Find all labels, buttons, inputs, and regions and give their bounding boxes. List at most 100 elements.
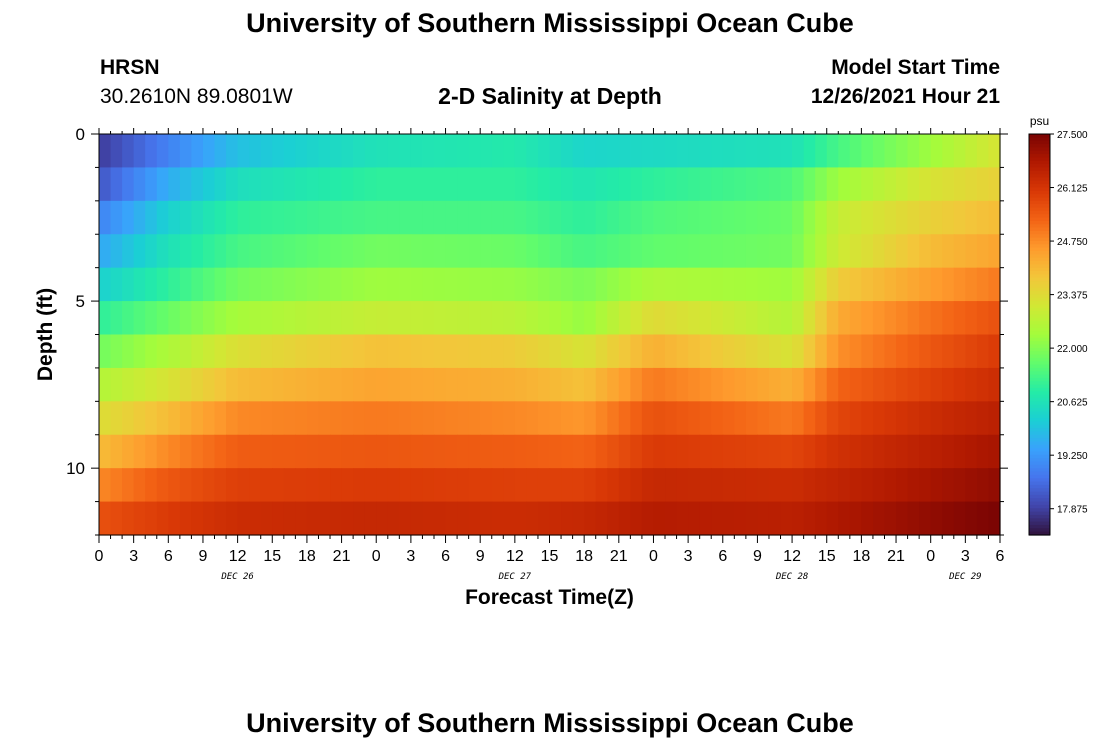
colorbar-segment bbox=[1029, 314, 1050, 319]
heatmap-cell bbox=[503, 200, 516, 235]
x-tick-label: 6 bbox=[718, 548, 727, 565]
colorbar-segment bbox=[1029, 264, 1050, 269]
colorbar-tick-label: 23.375 bbox=[1057, 291, 1088, 302]
heatmap-cell bbox=[110, 434, 123, 469]
heatmap-cell bbox=[376, 468, 389, 503]
heatmap-cell bbox=[618, 234, 631, 269]
heatmap-cell bbox=[399, 367, 412, 402]
heatmap-cell bbox=[965, 367, 978, 402]
heatmap-cell bbox=[387, 401, 400, 436]
colorbar-segment bbox=[1029, 371, 1050, 376]
heatmap-cell bbox=[549, 267, 562, 302]
heatmap-cell bbox=[387, 301, 400, 336]
heatmap-cell bbox=[306, 367, 320, 402]
heatmap-cell bbox=[376, 301, 389, 336]
heatmap-cell bbox=[630, 200, 643, 235]
heatmap-cell bbox=[283, 334, 296, 369]
heatmap-cell bbox=[122, 501, 135, 536]
heatmap-cell bbox=[722, 367, 735, 402]
heatmap-cell bbox=[168, 301, 181, 336]
heatmap-cell bbox=[745, 167, 759, 202]
heatmap-cell bbox=[757, 267, 770, 302]
heatmap-cell bbox=[907, 267, 920, 302]
colorbar-tick-label: 27.500 bbox=[1057, 130, 1088, 141]
heatmap-cell bbox=[503, 267, 516, 302]
heatmap-cell bbox=[330, 267, 343, 302]
colorbar-segment bbox=[1029, 311, 1050, 316]
heatmap-cell bbox=[607, 434, 620, 469]
heatmap-cell bbox=[757, 434, 770, 469]
heatmap-cell bbox=[861, 401, 874, 436]
colorbar-segment bbox=[1029, 404, 1050, 409]
heatmap-cell bbox=[896, 301, 909, 336]
heatmap-cell bbox=[792, 468, 805, 503]
colorbar-segment bbox=[1029, 144, 1050, 148]
heatmap-cell bbox=[953, 200, 966, 235]
heatmap-cell bbox=[202, 334, 216, 369]
heatmap-cell bbox=[272, 234, 285, 269]
heatmap-cell bbox=[838, 367, 851, 402]
heatmap-cell bbox=[214, 134, 227, 169]
heatmap-cell bbox=[364, 334, 377, 369]
colorbar-segment bbox=[1029, 187, 1050, 192]
heatmap-cell bbox=[260, 200, 273, 235]
heatmap-cell bbox=[110, 367, 123, 402]
heatmap-cell bbox=[295, 501, 308, 536]
heatmap-cell bbox=[457, 167, 470, 202]
heatmap-cell bbox=[433, 401, 447, 436]
heatmap-cell bbox=[122, 401, 135, 436]
colorbar-segment bbox=[1029, 421, 1050, 426]
colorbar-segment bbox=[1029, 210, 1050, 215]
heatmap-cell bbox=[110, 267, 123, 302]
heatmap-cell bbox=[607, 200, 620, 235]
heatmap-cell bbox=[826, 234, 839, 269]
colorbar-unit-label: psu bbox=[1030, 114, 1049, 128]
heatmap-cell bbox=[676, 501, 689, 536]
heatmap-cell bbox=[295, 468, 308, 503]
colorbar-segment bbox=[1029, 304, 1050, 309]
colorbar-segment bbox=[1029, 438, 1050, 443]
x-day-label: DEC 29 bbox=[948, 572, 982, 582]
heatmap-cell bbox=[838, 434, 851, 469]
heatmap-cell bbox=[422, 267, 435, 302]
heatmap-cell bbox=[584, 267, 597, 302]
heatmap-cell bbox=[249, 301, 262, 336]
heatmap-cell bbox=[618, 167, 631, 202]
heatmap-cell bbox=[526, 334, 539, 369]
colorbar-segment bbox=[1029, 197, 1050, 202]
heatmap-cell bbox=[480, 134, 493, 169]
heatmap-cell bbox=[815, 468, 828, 503]
heatmap-cell bbox=[145, 434, 158, 469]
heatmap-cell bbox=[364, 434, 377, 469]
heatmap-cell bbox=[491, 401, 504, 436]
heatmap-cell bbox=[422, 501, 435, 536]
heatmap-cell bbox=[306, 468, 320, 503]
heatmap-cell bbox=[849, 200, 862, 235]
colorbar-segment bbox=[1029, 448, 1050, 453]
heatmap-cell bbox=[179, 501, 193, 536]
heatmap-cell bbox=[872, 501, 886, 536]
heatmap-cell bbox=[202, 434, 216, 469]
heatmap-cell bbox=[214, 301, 227, 336]
heatmap-cell bbox=[422, 234, 435, 269]
heatmap-cell bbox=[410, 401, 424, 436]
heatmap-cell bbox=[653, 501, 666, 536]
heatmap-cell bbox=[226, 434, 239, 469]
heatmap-cell bbox=[734, 468, 747, 503]
heatmap-cell bbox=[330, 301, 343, 336]
colorbar-segment bbox=[1029, 281, 1050, 285]
heatmap-cell bbox=[965, 267, 978, 302]
heatmap-cell bbox=[514, 468, 527, 503]
heatmap-cell bbox=[665, 301, 678, 336]
heatmap-cell bbox=[976, 134, 990, 169]
heatmap-cell bbox=[561, 200, 574, 235]
heatmap-cell bbox=[711, 501, 724, 536]
heatmap-cell bbox=[179, 367, 193, 402]
heatmap-cell bbox=[734, 267, 747, 302]
heatmap-cell bbox=[156, 134, 169, 169]
heatmap-cell bbox=[722, 501, 735, 536]
heatmap-cell bbox=[283, 468, 296, 503]
heatmap-cell bbox=[202, 401, 216, 436]
heatmap-cell bbox=[618, 367, 631, 402]
colorbar-segment bbox=[1029, 267, 1050, 272]
